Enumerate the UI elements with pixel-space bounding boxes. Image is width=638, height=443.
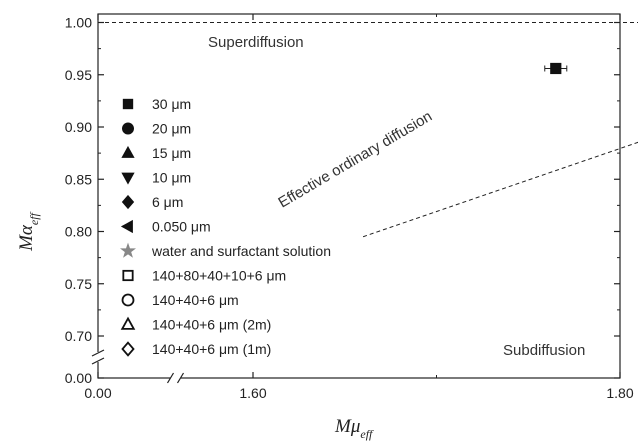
superdiffusion-label: Superdiffusion	[208, 34, 304, 51]
legend-label-6: water and surfactant solution	[151, 243, 331, 259]
y-tick-label-3: 0.80	[65, 224, 92, 240]
legend-marker-0	[122, 98, 134, 110]
subdiffusion-label: Subdiffusion	[503, 342, 585, 359]
x-axis-title-sub: eff	[360, 427, 374, 441]
legend-marker-7	[122, 269, 134, 282]
y-tick-label-1: 0.70	[65, 328, 92, 344]
legend-marker-2	[121, 145, 135, 158]
plot-frame	[97, 13, 621, 379]
legend-marker-9	[120, 316, 136, 330]
legend-label-4: 6 μm	[152, 194, 183, 210]
y-tick-label-4: 0.85	[65, 171, 92, 187]
legend-label-7: 140+80+40+10+6 μm	[152, 268, 286, 284]
legend-marker-4	[121, 194, 135, 210]
data-point-0-0	[550, 62, 562, 75]
legend-marker-6	[120, 242, 136, 258]
y-axis-title-main: Mα	[16, 224, 37, 252]
y-tick-label-6: 0.95	[65, 67, 92, 83]
legend-label-9: 140+40+6 μm (2m)	[152, 317, 271, 333]
legend-marker-1	[122, 122, 134, 135]
legend-label-8: 140+40+6 μm	[152, 292, 239, 308]
legend-marker-8	[121, 293, 135, 307]
x-tick-label-0: 0.00	[84, 385, 111, 401]
plot-border	[97, 13, 621, 379]
legend-marker-3	[121, 172, 135, 185]
legend-label-2: 15 μm	[152, 145, 191, 161]
y-tick-label-5: 0.90	[65, 119, 92, 135]
legend-marker-5	[120, 219, 133, 234]
legend-marker-10	[121, 341, 135, 357]
y-axis-title-sub: eff	[27, 211, 41, 225]
y-break-mark-1	[91, 349, 105, 357]
y-break-mark-2	[91, 357, 105, 365]
x-tick-label-2: 1.80	[606, 385, 633, 401]
y-axis-title: Mαeff	[16, 211, 41, 251]
x-break-mark-2	[176, 372, 185, 384]
legend-label-5: 0.050 μm	[152, 219, 211, 235]
x-tick-label-1: 1.60	[239, 385, 266, 401]
x-break-gap	[170, 374, 181, 382]
axis-breaks	[91, 349, 185, 384]
data-points	[544, 62, 568, 75]
y-tick-label-0: 0.00	[65, 370, 92, 386]
reference-lines	[98, 22, 638, 238]
axis-ticks: 0.001.601.802.000.000.700.750.800.850.90…	[65, 14, 634, 401]
legend-label-0: 30 μm	[152, 96, 191, 112]
x-axis-title: Mμeff	[334, 416, 374, 441]
x-axis-title-main: Mμ	[334, 416, 360, 437]
y-break-gap	[94, 352, 102, 362]
legend-label-10: 140+40+6 μm (1m)	[152, 341, 271, 357]
y-tick-label-7: 1.00	[65, 15, 92, 31]
legend-label-3: 10 μm	[152, 170, 191, 186]
legend-label-1: 20 μm	[152, 121, 191, 137]
legend: 30 μm 20 μm 15 μm 10 μm 6 μm 0.050 μm water an…	[120, 96, 331, 357]
y-tick-label-2: 0.75	[65, 276, 92, 292]
x-break-mark-1	[166, 372, 175, 384]
